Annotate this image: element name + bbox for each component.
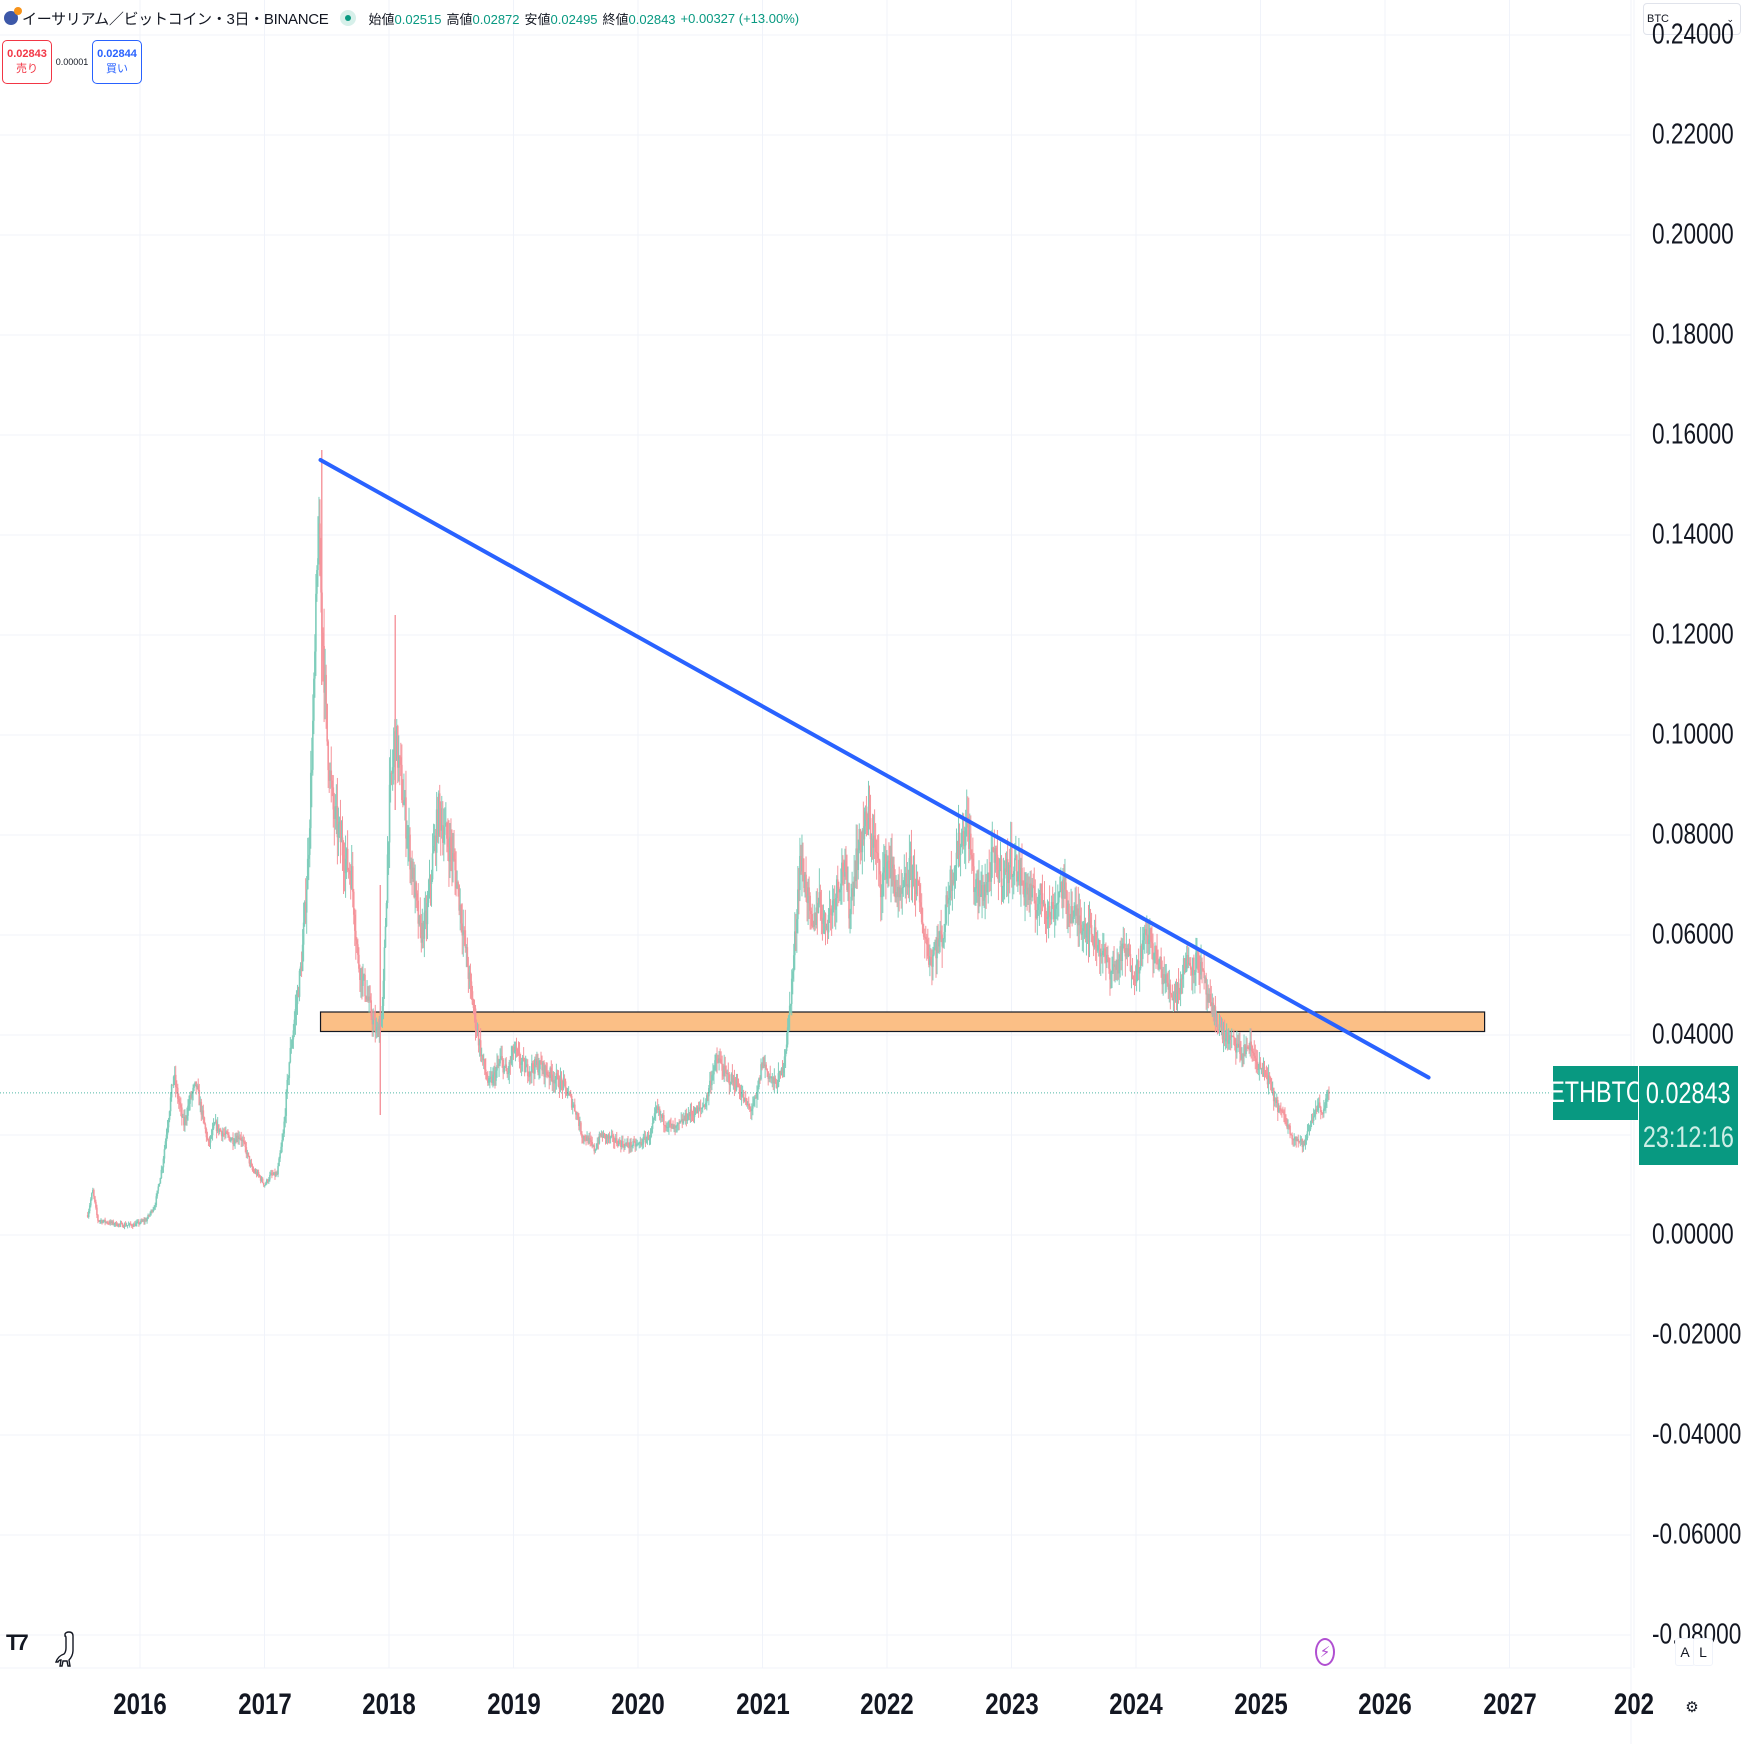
symbol-legend: イーサリアム／ビットコイン・3日・BINANCE 始値0.02515 高値0.0… (4, 6, 799, 30)
time-tick-label: 2016 (113, 1688, 167, 1721)
price-tick-label: 0.10000 (1652, 718, 1734, 751)
price-tick-label: 0.22000 (1652, 118, 1734, 151)
symbol-title[interactable]: イーサリアム／ビットコイン・3日・BINANCE (22, 10, 329, 28)
price-tick-label: 0.18000 (1652, 318, 1734, 351)
buy-button[interactable]: 0.02844 買い (92, 40, 142, 84)
price-tick-label: 0.08000 (1652, 818, 1734, 851)
price-tick-label: 0.06000 (1652, 918, 1734, 951)
lightning-icon[interactable]: ⚡︎ (1315, 1638, 1335, 1666)
price-tick-label: -0.06000 (1652, 1518, 1742, 1551)
time-tick-label: 2020 (611, 1688, 665, 1721)
spread-value: 0.00001 (55, 57, 89, 67)
time-tick-label: 2018 (362, 1688, 416, 1721)
price-tick-label: 0.04000 (1652, 1018, 1734, 1051)
settings-icon[interactable]: ⚙ (1685, 1699, 1699, 1716)
market-open-icon (340, 10, 357, 26)
ohlc-high: 高値0.02872 (446, 11, 520, 27)
time-tick-label: 2026 (1358, 1688, 1412, 1721)
price-tick-label: 0.24000 (1652, 18, 1734, 51)
chevron-down-icon: ⌄ (1726, 13, 1734, 24)
price-tick-label: 0.20000 (1652, 218, 1734, 251)
price-change: +0.00327 (+13.00%) (680, 10, 800, 26)
time-tick-label: 202 (1613, 1688, 1655, 1721)
trade-panel: 0.02843 売り 0.00001 0.02844 買い (2, 40, 142, 84)
auto-scale-button[interactable]: A (1675, 1638, 1695, 1666)
bar-countdown: 23:12:16 (1642, 1120, 1735, 1154)
price-tick-label: -0.04000 (1652, 1418, 1742, 1451)
symbol-price-tag: ETHBTC (1549, 1066, 1642, 1120)
sell-button[interactable]: 0.02843 売り (2, 40, 52, 84)
price-tick-label: 0.16000 (1652, 418, 1734, 451)
ohlc-open: 始値0.02515 (368, 11, 442, 27)
price-tick-label: 0.00000 (1652, 1218, 1734, 1251)
time-tick-label: 2017 (237, 1688, 292, 1721)
tradingview-logo-icon[interactable]: T7 (6, 1630, 29, 1655)
eth-btc-icon (4, 7, 22, 25)
time-tick-label: 2022 (860, 1688, 914, 1721)
time-tick-label: 2023 (984, 1688, 1039, 1721)
last-price-tag: 0.02843 23:12:16 (1639, 1066, 1738, 1165)
dinosaur-icon[interactable] (55, 1630, 77, 1670)
price-tick-label: 0.12000 (1652, 618, 1734, 651)
ohlc-low: 安値0.02495 (524, 11, 598, 27)
price-tick-label: 0.14000 (1652, 518, 1734, 551)
log-scale-button[interactable]: L (1693, 1638, 1713, 1666)
time-tick-label: 2027 (1482, 1688, 1537, 1721)
time-tick-label: 2021 (735, 1688, 790, 1721)
time-tick-label: 2025 (1233, 1688, 1288, 1721)
price-tick-label: -0.02000 (1652, 1318, 1742, 1351)
ohlc-close: 終値0.02843 (602, 11, 676, 27)
time-tick-label: 2024 (1109, 1688, 1163, 1721)
currency-select[interactable]: BTC ⌄ (1643, 3, 1741, 35)
time-tick-label: 2019 (486, 1688, 541, 1721)
